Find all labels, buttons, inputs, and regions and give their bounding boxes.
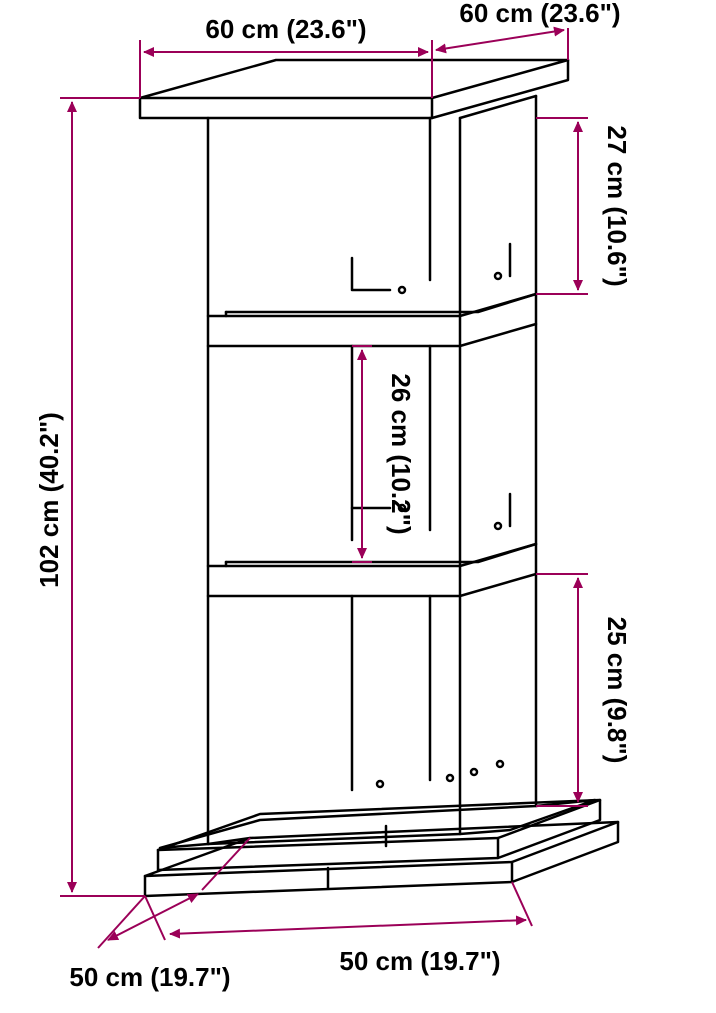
label-base-depth: 50 cm (19.7") [69,962,230,992]
label-base-width: 50 cm (19.7") [339,946,500,976]
label-shelf3: 25 cm (9.8") [602,617,632,764]
furniture-outline [140,60,618,896]
label-total-height: 102 cm (40.2") [34,412,64,588]
label-shelf1: 27 cm (10.6") [602,125,632,286]
dimension-lines [60,28,588,948]
label-top-width: 60 cm (23.6") [205,14,366,44]
label-shelf2: 26 cm (10.2") [386,373,416,534]
label-top-depth: 60 cm (23.6") [459,0,620,28]
technical-drawing: 60 cm (23.6") 60 cm (23.6") 102 cm (40.2… [0,0,716,1013]
